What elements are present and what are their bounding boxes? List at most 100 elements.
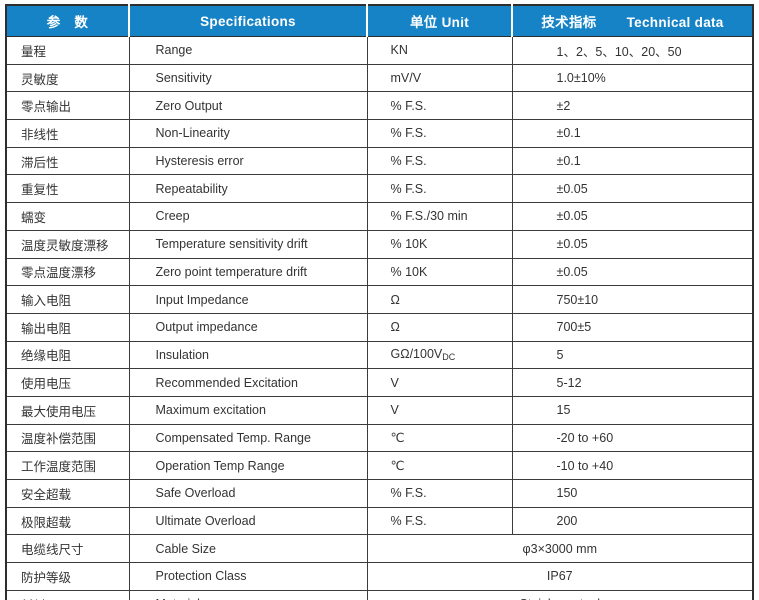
param-cn: 绝缘电阻 [5, 340, 130, 370]
table-row-safe-overload: 安全超载 Safe Overload % F.S. 150 [5, 479, 754, 508]
merged-value: IP67 [366, 562, 754, 591]
param-cn: 温度补偿范围 [5, 423, 130, 453]
table-row-sensitivity: 灵敏度 Sensitivity mV/V 1.0±10% [5, 63, 754, 93]
header-specifications: Specifications [128, 4, 368, 37]
table-row-insulation: 绝缘电阻 Insulation GΩ/100VDC 5 [5, 340, 754, 370]
spec-en: Zero point temperature drift [128, 257, 368, 287]
unit-value: % F.S. [366, 146, 513, 176]
table-row-hysteresis: 滞后性 Hysteresis error % F.S. ±0.1 [5, 146, 754, 176]
param-cn: 重复性 [5, 174, 130, 204]
technical-data-value: 150 [511, 479, 754, 508]
table-row-repeatability: 重复性 Repeatability % F.S. ±0.05 [5, 174, 754, 204]
header-technical-data: 技术指标 Technical data [511, 4, 754, 37]
spec-en: Creep [128, 202, 368, 231]
param-cn: 工作温度范围 [5, 451, 130, 480]
spec-en: Zero Output [128, 91, 368, 121]
header-param-cn: 参 数 [5, 4, 130, 37]
spec-en: Repeatability [128, 174, 368, 204]
unit-value: % F.S. [366, 479, 513, 508]
technical-data-value: ±0.1 [511, 146, 754, 176]
unit-value: Ω [366, 312, 513, 342]
unit-value: % 10K [366, 257, 513, 287]
unit-value: KN [366, 36, 513, 65]
unit-value: % F.S. [366, 119, 513, 148]
technical-data-value: ±0.05 [511, 257, 754, 287]
param-cn: 输出电阻 [5, 312, 130, 342]
technical-data-value: ±0.05 [511, 202, 754, 231]
unit-value: % F.S. [366, 174, 513, 204]
unit-value: % F.S./30 min [366, 202, 513, 231]
spec-en: Material [128, 589, 368, 600]
spec-en: Temperature sensitivity drift [128, 229, 368, 259]
param-cn: 量程 [5, 36, 130, 65]
header-technical-data-en: Technical data [626, 15, 724, 30]
merged-value: φ3×3000 mm [366, 534, 754, 564]
param-cn: 零点温度漂移 [5, 257, 130, 287]
table-row-protection-class: 防护等级 Protection Class IP67 [5, 562, 754, 591]
spec-en: Protection Class [128, 562, 368, 591]
technical-data-value: 700±5 [511, 312, 754, 342]
table-row-non-linearity: 非线性 Non-Linearity % F.S. ±0.1 [5, 119, 754, 148]
merged-value: Stainless steel [366, 589, 754, 600]
spec-en: Output impedance [128, 312, 368, 342]
technical-data-value: ±0.05 [511, 229, 754, 259]
unit-value: % F.S. [366, 506, 513, 536]
table-row-creep: 蠕变 Creep % F.S./30 min ±0.05 [5, 202, 754, 231]
technical-data-value: ±0.1 [511, 119, 754, 148]
technical-data-value: -20 to +60 [511, 423, 754, 453]
table-row-output-impedance: 输出电阻 Output impedance Ω 700±5 [5, 312, 754, 342]
header-technical-data-zh: 技术指标 [541, 15, 597, 30]
unit-value: mV/V [366, 63, 513, 93]
param-cn: 安全超载 [5, 479, 130, 508]
spec-en: Sensitivity [128, 63, 368, 93]
param-cn: 零点输出 [5, 91, 130, 121]
spec-en: Recommended Excitation [128, 368, 368, 397]
technical-data-value: 200 [511, 506, 754, 536]
table-row-operation-temp-range: 工作温度范围 Operation Temp Range ℃ -10 to +40 [5, 451, 754, 480]
technical-data-value: 15 [511, 395, 754, 425]
unit-value: ℃ [366, 423, 513, 453]
table-row-input-impedance: 输入电阻 Input Impedance Ω 750±10 [5, 285, 754, 314]
header-unit: 单位 Unit [366, 4, 513, 37]
table-row-material: 材料 Material Stainless steel [5, 589, 754, 600]
table-row-cable-size: 电缆线尺寸 Cable Size φ3×3000 mm [5, 534, 754, 564]
param-cn: 使用电压 [5, 368, 130, 397]
specifications-table: 参 数 Specifications 单位 Unit 技术指标 Technica… [5, 4, 754, 600]
table-row-zero-temp-drift: 零点温度漂移 Zero point temperature drift % 10… [5, 257, 754, 287]
unit-main: GΩ/100V [390, 347, 443, 362]
param-cn: 非线性 [5, 119, 130, 148]
technical-data-value: 1、2、5、10、20、50 [511, 36, 754, 65]
param-cn: 最大使用电压 [5, 395, 130, 425]
technical-data-value: -10 to +40 [511, 451, 754, 480]
param-cn: 材料 [5, 589, 130, 600]
table-row-recommended-excitation: 使用电压 Recommended Excitation V 5-12 [5, 368, 754, 397]
unit-value: V [366, 368, 513, 397]
param-cn: 输入电阻 [5, 285, 130, 314]
table-row-temp-sensitivity-drift: 温度灵敏度漂移 Temperature sensitivity drift % … [5, 229, 754, 259]
unit-value: ℃ [366, 451, 513, 480]
spec-en: Input Impedance [128, 285, 368, 314]
table-row-maximum-excitation: 最大使用电压 Maximum excitation V 15 [5, 395, 754, 425]
table-row-compensated-temp-range: 温度补偿范围 Compensated Temp. Range ℃ -20 to … [5, 423, 754, 453]
table-row-zero-output: 零点输出 Zero Output % F.S. ±2 [5, 91, 754, 121]
unit-value: % F.S. [366, 91, 513, 121]
technical-data-value: ±0.05 [511, 174, 754, 204]
unit-value: GΩ/100VDC [366, 340, 513, 370]
param-cn: 极限超载 [5, 506, 130, 536]
technical-data-value: 5-12 [511, 368, 754, 397]
spec-en: Insulation [128, 340, 368, 370]
param-cn: 温度灵敏度漂移 [5, 229, 130, 259]
spec-en: Cable Size [128, 534, 368, 564]
param-cn: 蠕变 [5, 202, 130, 231]
table-row-ultimate-overload: 极限超载 Ultimate Overload % F.S. 200 [5, 506, 754, 536]
spec-en: Ultimate Overload [128, 506, 368, 536]
spec-en: Safe Overload [128, 479, 368, 508]
technical-data-value: 1.0±10% [511, 63, 754, 93]
unit-value: Ω [366, 285, 513, 314]
param-cn: 灵敏度 [5, 63, 130, 93]
spec-en: Range [128, 36, 368, 65]
param-cn: 电缆线尺寸 [5, 534, 130, 564]
spec-en: Compensated Temp. Range [128, 423, 368, 453]
param-cn: 滞后性 [5, 146, 130, 176]
